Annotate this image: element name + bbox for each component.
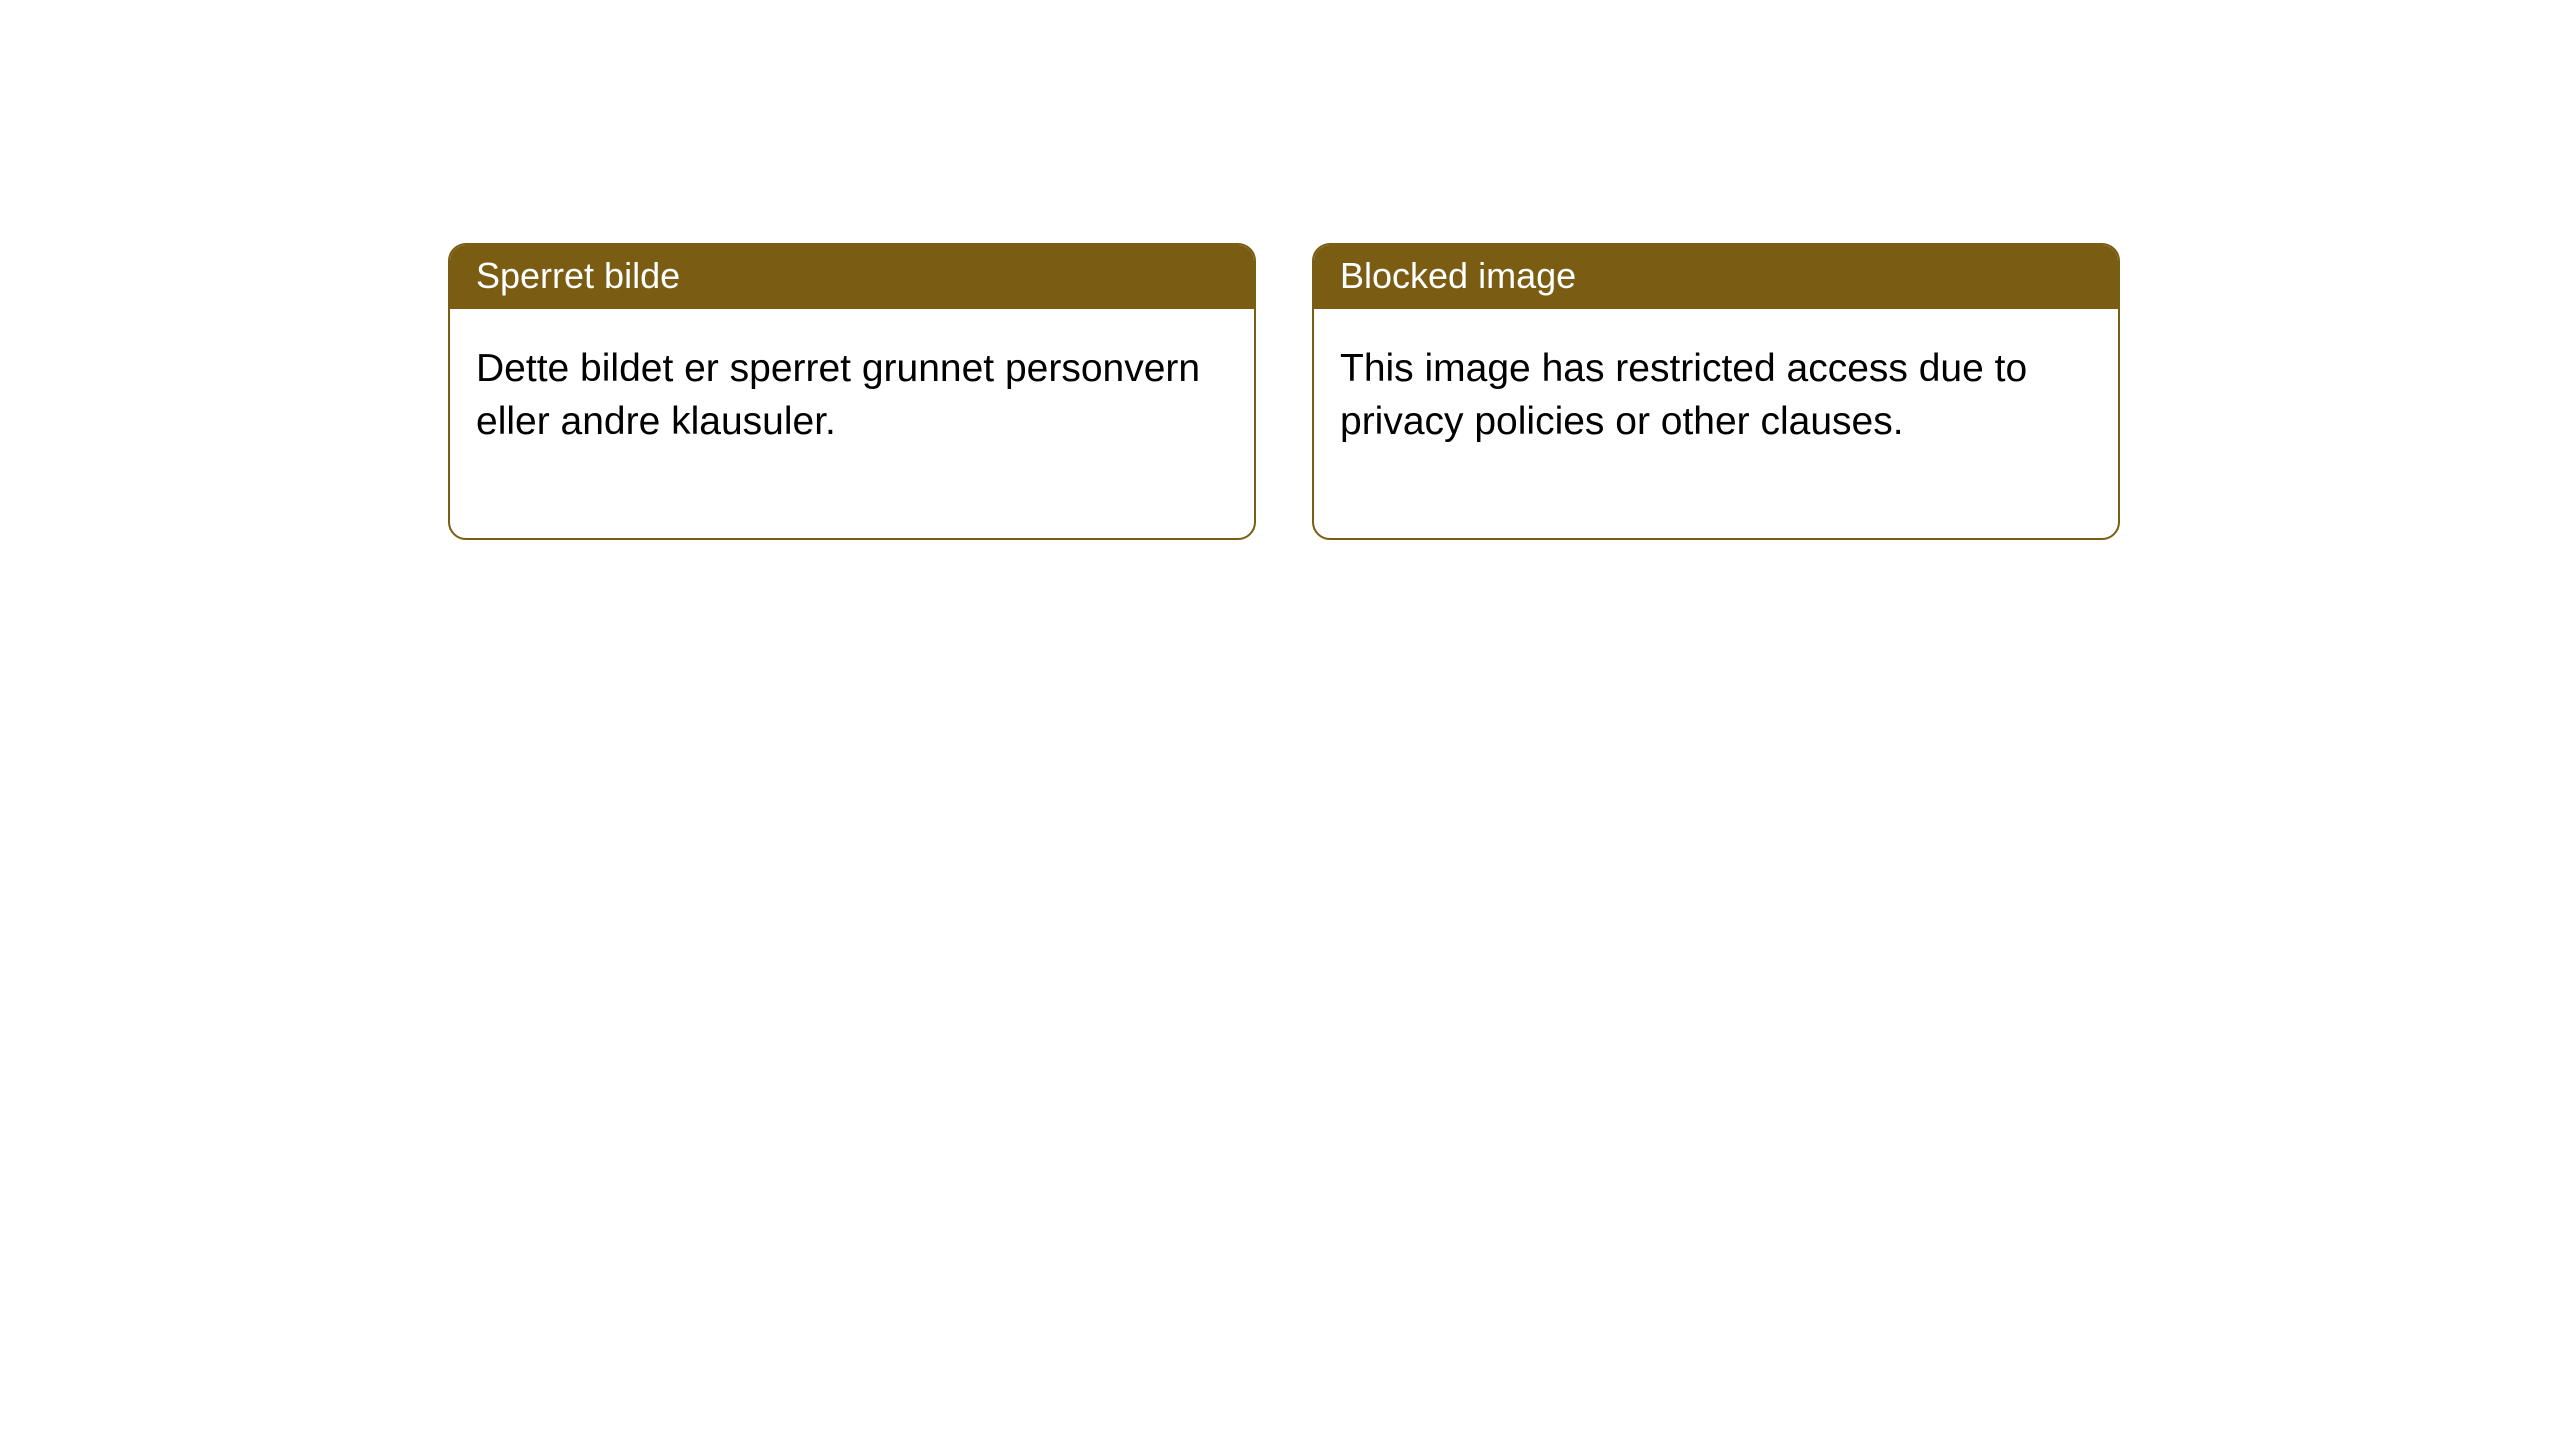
notice-header: Blocked image xyxy=(1314,245,2118,309)
notice-container: Sperret bilde Dette bildet er sperret gr… xyxy=(0,0,2560,540)
notice-box-norwegian: Sperret bilde Dette bildet er sperret gr… xyxy=(448,243,1256,540)
notice-box-english: Blocked image This image has restricted … xyxy=(1312,243,2120,540)
notice-body: This image has restricted access due to … xyxy=(1314,309,2118,538)
notice-body: Dette bildet er sperret grunnet personve… xyxy=(450,309,1254,538)
notice-header: Sperret bilde xyxy=(450,245,1254,309)
